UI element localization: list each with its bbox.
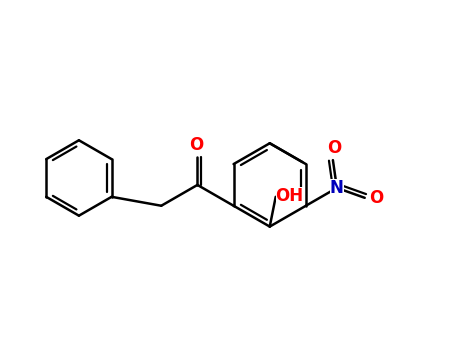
Text: OH: OH [276,187,303,205]
Text: O: O [327,139,341,157]
Text: O: O [369,189,384,207]
Text: N: N [330,179,344,197]
Text: O: O [189,136,203,154]
